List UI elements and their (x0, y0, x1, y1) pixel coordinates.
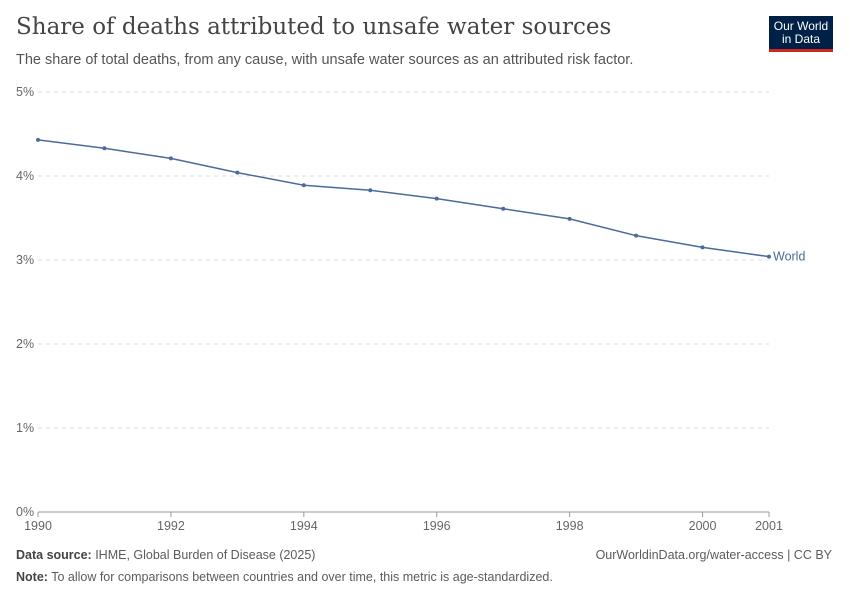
note: Note: To allow for comparisons between c… (16, 570, 553, 584)
data-point (36, 137, 40, 142)
owid-logo[interactable]: Our World in Data (769, 16, 833, 52)
data-point (634, 233, 639, 238)
source-url[interactable]: OurWorldinData.org/water-access | CC BY (595, 548, 832, 562)
x-tick-label: 2001 (755, 519, 783, 533)
series-label: World (773, 250, 805, 264)
y-tick-label: 2% (16, 337, 34, 351)
data-point (102, 146, 107, 151)
chart-subtitle: The share of total deaths, from any caus… (16, 52, 634, 68)
y-tick-label: 0% (16, 505, 34, 519)
data-point (301, 183, 306, 188)
data-point (567, 216, 572, 221)
data-point (368, 188, 373, 193)
data-point (700, 245, 705, 250)
data-source: Data source: IHME, Global Burden of Dise… (16, 548, 316, 562)
data-point (168, 156, 173, 161)
data-point (235, 170, 240, 175)
x-tick-label: 2000 (689, 519, 717, 533)
data-point (767, 254, 771, 259)
x-tick-label: 1998 (556, 519, 584, 533)
chart-title: Share of deaths attributed to unsafe wat… (16, 14, 612, 40)
data-point (434, 196, 439, 201)
y-tick-label: 3% (16, 253, 34, 267)
x-tick-label: 1996 (423, 519, 451, 533)
y-tick-label: 5% (16, 85, 34, 99)
line-chart: 0% 1% 2% 3% 4% 5% 1990 1992 1994 1996 1998 2000 2001… (16, 85, 805, 533)
y-tick-label: 4% (16, 169, 34, 183)
data-point (501, 206, 506, 211)
y-tick-label: 1% (16, 421, 34, 435)
x-tick-label: 1994 (290, 519, 318, 533)
x-tick-label: 1990 (24, 519, 52, 533)
series-line-world (37, 139, 770, 258)
x-tick-label: 1992 (157, 519, 185, 533)
